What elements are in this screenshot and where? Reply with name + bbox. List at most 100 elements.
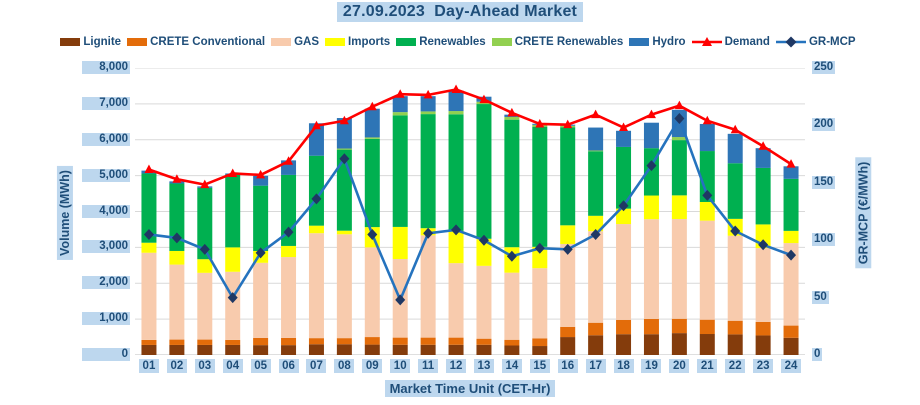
legend-swatch-imports <box>325 38 346 46</box>
gr-mcp-marker-hour-06 <box>283 226 294 238</box>
demand-marker-hour-21 <box>702 115 712 125</box>
bar-segment-crete-renewables-hour-17 <box>588 150 604 152</box>
demand-marker-hour-11 <box>423 89 433 99</box>
mcp-axis-tick: 250 <box>812 61 836 74</box>
demand-marker-hour-04 <box>228 168 238 177</box>
bar-segment-renewables-hour-23 <box>755 167 771 225</box>
legend-item-crete-conventional: CRETE Conventional <box>127 36 265 48</box>
bar-segment-hydro-hour-09 <box>364 108 380 138</box>
gr-mcp-marker-hour-16 <box>562 243 573 255</box>
x-axis-label-19: 19 <box>641 359 662 373</box>
bar-segment-crete-renewables-hour-10 <box>392 112 408 116</box>
legend-label-crete-renewables: CRETE Renewables <box>514 36 624 48</box>
bar-segment-hydro-hour-21 <box>699 123 715 152</box>
x-axis-label-06: 06 <box>278 359 299 373</box>
gr-mcp-marker-hour-04 <box>227 292 238 304</box>
bar-segment-imports-hour-03 <box>197 259 213 273</box>
demand-marker-hour-15 <box>535 118 545 128</box>
demand-marker-hour-22 <box>730 124 740 134</box>
bar-segment-gas-hour-05 <box>253 262 269 338</box>
bar-segment-hydro-hour-12 <box>448 90 464 112</box>
legend-label-renewables: Renewables <box>419 36 486 48</box>
bar-segment-gas-hour-04 <box>225 271 241 340</box>
bar-segment-hydro-hour-19 <box>643 122 659 149</box>
gr-mcp-marker-hour-15 <box>534 242 545 254</box>
bar-segment-crete-renewables-hour-12 <box>448 111 464 115</box>
bar-segment-imports-hour-08 <box>336 230 352 235</box>
bar-segment-lignite-hour-13 <box>476 344 492 355</box>
bar-segment-lignite-hour-09 <box>364 344 380 355</box>
bar-segment-crete-conventional-hour-12 <box>448 337 464 345</box>
x-axis-label-10: 10 <box>390 359 411 373</box>
mcp-axis-tick: 0 <box>812 348 823 361</box>
bar-segment-hydro-hour-23 <box>755 148 771 168</box>
volume-axis-tick: 6,000 <box>82 132 130 146</box>
demand-marker-hour-05 <box>256 169 266 179</box>
bar-segment-crete-renewables-hour-08 <box>336 148 352 150</box>
volume-axis-tick: 8,000 <box>82 61 130 74</box>
volume-axis-tick: 2,000 <box>82 276 130 290</box>
bar-segment-gas-hour-17 <box>588 231 604 323</box>
plot-area <box>135 67 805 356</box>
legend-label-gas: GAS <box>294 36 320 48</box>
bar-segment-crete-renewables-hour-09 <box>364 137 380 139</box>
bar-segment-gas-hour-11 <box>420 235 436 338</box>
x-axis-label-09: 09 <box>362 359 383 373</box>
bar-segment-crete-conventional-hour-01 <box>141 339 157 345</box>
bar-segment-gas-hour-09 <box>364 247 380 338</box>
bar-segment-gas-hour-01 <box>141 252 157 340</box>
bar-segment-gas-hour-24 <box>783 243 799 326</box>
bar-segment-crete-conventional-hour-06 <box>281 337 297 346</box>
volume-axis-tick: 7,000 <box>82 96 130 110</box>
bar-segment-lignite-hour-04 <box>225 344 241 355</box>
gr-mcp-marker-hour-11 <box>423 227 434 239</box>
legend-marker-gr-mcp <box>775 36 806 48</box>
gr-mcp-marker-hour-13 <box>478 234 489 246</box>
demand-marker-hour-14 <box>507 107 517 117</box>
page-title: 27.09.2023 Day-Ahead Market <box>336 2 584 22</box>
bar-segment-crete-conventional-hour-13 <box>476 338 492 345</box>
chart-legend: Lignite CRETE Conventional GAS Imports Renew… <box>0 36 920 48</box>
legend-swatch-lignite <box>60 38 81 46</box>
volume-axis-tick: 5,000 <box>82 168 130 182</box>
demand-marker-hour-02 <box>172 174 182 183</box>
bar-segment-imports-hour-01 <box>141 242 157 253</box>
bar-segment-lignite-hour-22 <box>727 334 743 355</box>
bar-segment-lignite-hour-05 <box>253 345 269 355</box>
bar-segment-crete-conventional-hour-05 <box>253 337 269 346</box>
gr-mcp-marker-hour-03 <box>199 243 210 255</box>
bar-segment-imports-hour-18 <box>616 208 632 225</box>
bar-segment-imports-hour-12 <box>448 230 464 264</box>
bar-segment-lignite-hour-06 <box>281 345 297 355</box>
x-axis-labels: 01 02 03 04 05 06 07 08 09 10 11 12 13 14 15 16 17 18 19 20… <box>135 359 805 374</box>
bar-segment-imports-hour-24 <box>783 230 799 244</box>
gr-mcp-marker-hour-10 <box>395 294 406 306</box>
volume-axis-tick: 1,000 <box>82 312 130 326</box>
bar-segment-crete-conventional-hour-02 <box>169 339 185 345</box>
volume-axis-tick: 3,000 <box>82 240 130 254</box>
bar-segment-crete-conventional-hour-09 <box>364 337 380 345</box>
bar-segment-gas-hour-16 <box>560 243 576 327</box>
gr-mcp-marker-hour-18 <box>618 200 629 212</box>
bar-segment-lignite-hour-15 <box>532 346 548 355</box>
bar-segment-hydro-hour-10 <box>392 96 408 113</box>
bar-segment-crete-conventional-hour-22 <box>727 320 743 335</box>
demand-marker-hour-12 <box>451 84 461 94</box>
x-axis-label-24: 24 <box>781 359 802 373</box>
mcp-axis-tick: 50 <box>812 290 829 304</box>
bar-segment-imports-hour-20 <box>671 195 687 220</box>
bar-segment-hydro-hour-18 <box>616 130 632 147</box>
legend-label-gr-mcp: GR-MCP <box>808 36 856 48</box>
bar-segment-renewables-hour-07 <box>308 155 324 226</box>
bar-segment-lignite-hour-18 <box>616 334 632 355</box>
bar-segment-gas-hour-14 <box>504 272 520 340</box>
bar-segment-crete-conventional-hour-23 <box>755 321 771 336</box>
gr-mcp-marker-hour-08 <box>339 153 350 165</box>
bar-segment-gas-hour-13 <box>476 265 492 339</box>
legend-label-imports: Imports <box>348 36 391 48</box>
bar-segment-imports-hour-06 <box>281 245 297 258</box>
bar-segment-gas-hour-02 <box>169 264 185 340</box>
x-axis-label-17: 17 <box>585 359 606 373</box>
x-axis-label-13: 13 <box>473 359 494 373</box>
bar-segment-renewables-hour-11 <box>420 114 436 229</box>
